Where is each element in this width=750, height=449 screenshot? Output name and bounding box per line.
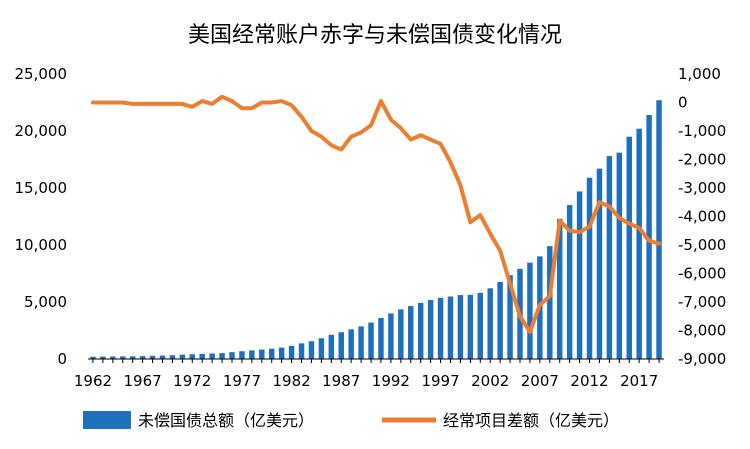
bar [288,345,295,359]
y-left-tick-label: 20,000 [15,122,68,140]
bar [586,177,593,359]
bar-series [90,100,662,359]
bar [159,355,166,359]
y-right-tick-label: -1,000 [678,122,726,140]
y-right-tick-label: -2,000 [678,151,726,169]
bar [417,302,424,359]
bar [199,353,205,359]
bar [139,356,146,359]
bar [487,288,493,359]
bar [408,306,414,359]
bar [507,275,513,359]
x-tick-label: 1967 [124,372,162,390]
y-left-tick-label: 10,000 [15,236,68,254]
bar [447,296,454,359]
x-tick-label: 2007 [521,372,559,390]
bar [219,353,225,359]
y-left-tick-label: 15,000 [15,179,68,197]
x-tick-label: 1987 [322,372,360,390]
bar [318,338,325,359]
bar [477,292,483,359]
x-tick-label: 1962 [74,372,112,390]
y-right-tick-label: -3,000 [678,179,726,197]
bar [398,309,404,359]
legend-label-current-account: 经常项目差额（亿美元） [443,411,619,430]
bar [209,353,215,359]
x-axis: 1962 1967 1972 1977 1982 1987 1992 1997 2002 2007… [74,358,664,390]
bar [169,355,176,359]
bar [229,352,235,359]
bar [110,356,116,359]
bar [368,322,374,359]
x-tick-label: 1977 [223,372,261,390]
x-tick-label: 2002 [471,372,509,390]
y-right-tick-label: -4,000 [678,208,726,226]
bar [527,262,533,359]
bar [626,136,632,359]
bar [457,295,464,359]
bar [120,356,126,359]
bar [259,349,265,359]
bar [189,354,195,359]
y-axis-right: -9,000 -8,000 -7,000 -6,000 -5,000 -4,000 -3,0… [678,65,726,368]
legend-label-debt: 未偿国债总额（亿美元） [138,411,314,430]
x-tick-label: 1992 [372,372,410,390]
bar [556,218,563,359]
bar [437,297,444,359]
x-tick-label: 1982 [272,372,310,390]
bar [358,326,364,359]
chart-title: 美国经常账户赤字与未偿国债变化情况 [188,23,562,48]
bar [636,128,642,359]
bar [616,152,623,359]
x-tick-label: 2012 [570,372,608,390]
y-left-tick-label: 0 [57,350,67,368]
y-right-tick-label: 0 [678,94,688,112]
bar [656,100,662,359]
bar [308,341,315,359]
bar [328,334,335,359]
bar [348,329,354,359]
bar [179,354,186,359]
bar [90,356,96,359]
x-tick-label: 2017 [620,372,658,390]
x-tick-label: 1972 [173,372,211,390]
bar [606,156,613,359]
bar [467,294,474,359]
bar [338,332,344,359]
y-right-tick-label: -5,000 [678,236,726,254]
bar [278,347,285,359]
y-left-tick-label: 25,000 [15,65,68,83]
bar [547,246,553,359]
y-right-tick-label: -7,000 [678,293,726,311]
bar [427,299,434,359]
y-right-tick-label: 1,000 [678,65,721,83]
bar [646,115,652,359]
y-left-tick-label: 5,000 [24,293,67,311]
y-right-tick-label: -8,000 [678,322,726,340]
bar [268,348,275,359]
current-account-line [90,94,662,334]
legend-swatch-debt [83,411,131,429]
y-right-tick-label: -9,000 [678,350,726,368]
bar [298,343,305,359]
bar [239,351,245,359]
bar [100,356,106,359]
legend: 未偿国债总额（亿美元） 经常项目差额（亿美元） [83,411,619,430]
bar [566,205,573,359]
bar [596,168,603,359]
bar [129,356,136,359]
line-series [90,94,662,334]
bar [249,350,255,359]
bar [497,281,503,359]
bar [388,313,394,359]
bar [378,317,384,359]
y-axis-left: 0 5,000 10,000 15,000 20,000 25,000 [15,65,68,368]
y-right-tick-label: -6,000 [678,265,726,283]
bar [149,355,156,359]
bar [576,191,583,359]
x-tick-label: 1997 [421,372,459,390]
